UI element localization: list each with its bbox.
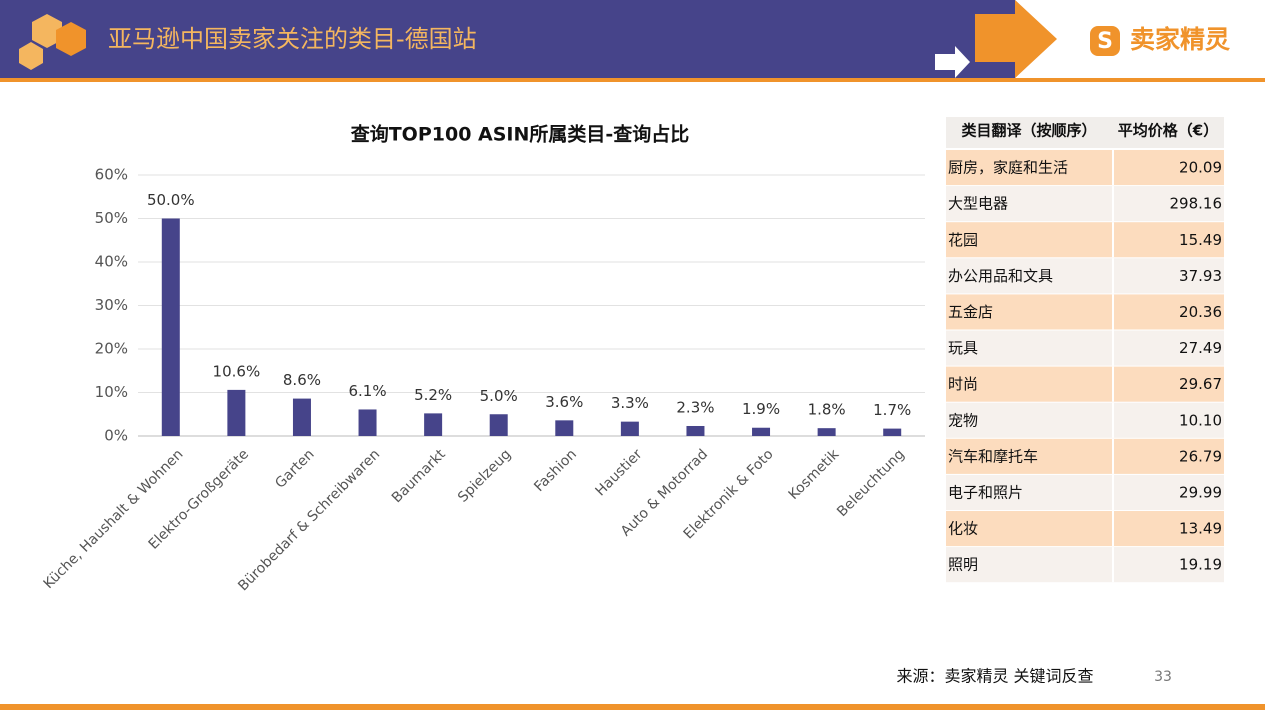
value-label: 1.8%: [808, 401, 846, 419]
bar: [161, 218, 180, 436]
bar: [686, 425, 705, 436]
table-row-bg: [946, 294, 1224, 330]
footer-line: [0, 704, 1265, 710]
table-header: 平均价格（€）: [1118, 122, 1218, 140]
table-row-bg: [946, 222, 1224, 258]
table-cell: 办公用品和文具: [948, 267, 1053, 285]
table-row-bg: [946, 438, 1224, 474]
table-cell: 厨房，家庭和生活: [948, 159, 1068, 177]
bar: [358, 409, 377, 436]
value-label: 3.3%: [611, 394, 649, 412]
table-cell: 27.49: [1179, 339, 1222, 357]
value-label: 3.6%: [545, 393, 583, 411]
table-cell: 37.93: [1179, 267, 1222, 285]
table-header-bg: [946, 117, 1224, 148]
hexagon: [32, 14, 62, 48]
bar: [883, 428, 902, 436]
table-row-bg: [946, 150, 1224, 186]
table-row-bg: [946, 330, 1224, 366]
logo-icon: [1090, 26, 1120, 56]
value-label: 5.2%: [414, 386, 452, 404]
table-cell: 26.79: [1179, 447, 1222, 465]
logo-mark: S: [1097, 29, 1113, 54]
y-tick-label: 10%: [95, 383, 128, 401]
chart-title: 查询TOP100 ASIN所属类目-查询占比: [350, 123, 690, 146]
table-header: 类目翻译（按顺序）: [961, 122, 1096, 140]
x-tick-label: Bürobedarf & Schreibwaren: [235, 446, 383, 594]
x-tick-label: Fashion: [531, 446, 580, 495]
value-label: 6.1%: [348, 382, 386, 400]
table-cell: 电子和照片: [948, 483, 1023, 501]
x-tick-label: Baumarkt: [389, 446, 449, 506]
x-tick-label: Beleuchtung: [834, 446, 908, 520]
value-label: 1.9%: [742, 400, 780, 418]
table-cell: 298.16: [1170, 195, 1223, 213]
value-label: 10.6%: [213, 362, 261, 380]
table-cell: 大型电器: [948, 195, 1008, 213]
table-cell: 10.10: [1179, 411, 1222, 429]
bar: [620, 421, 639, 436]
table-cell: 汽车和摩托车: [948, 447, 1038, 465]
y-tick-label: 50%: [95, 209, 128, 227]
x-tick-label: Kosmetik: [786, 446, 843, 503]
header-line: [0, 78, 1265, 82]
table-row-bg: [946, 366, 1224, 402]
table-cell: 29.99: [1179, 483, 1222, 501]
header-right: [1015, 0, 1265, 78]
table-cell: 20.09: [1179, 159, 1222, 177]
table-cell: 照明: [948, 556, 978, 574]
value-label: 2.3%: [676, 398, 714, 416]
table-row-bg: [946, 258, 1224, 294]
table-row-bg: [946, 511, 1224, 547]
y-tick-label: 40%: [95, 253, 128, 271]
header-arrow: [975, 0, 1057, 78]
table-row-bg: [946, 186, 1224, 222]
x-tick-label: Haustier: [592, 446, 645, 499]
value-label: 50.0%: [147, 191, 195, 209]
logo-text: 卖家精灵: [1130, 25, 1230, 54]
x-tick-label: Küche, Haushalt & Wohnen: [41, 446, 187, 592]
source: 来源：卖家精灵 关键词反查: [896, 667, 1093, 686]
table-cell: 13.49: [1179, 520, 1222, 538]
table-cell: 15.49: [1179, 231, 1222, 249]
x-tick-label: Garten: [272, 446, 317, 491]
hexagon: [56, 22, 86, 56]
table-cell: 玩具: [948, 339, 978, 357]
table-cell: 时尚: [948, 375, 978, 393]
bar: [424, 413, 443, 436]
y-tick-label: 0%: [104, 427, 128, 445]
value-label: 5.0%: [480, 387, 518, 405]
value-label: 1.7%: [873, 401, 911, 419]
bar: [752, 427, 771, 436]
bar: [555, 420, 574, 436]
table-row-bg: [946, 474, 1224, 510]
table-cell: 19.19: [1179, 556, 1222, 574]
hexagon: [19, 42, 43, 70]
bar: [292, 398, 311, 436]
table-cell: 花园: [948, 231, 978, 249]
bar: [227, 389, 246, 436]
table-row-bg: [946, 547, 1224, 583]
x-tick-label: Spielzeug: [455, 446, 514, 505]
header-title: 亚马逊中国卖家关注的类目-德国站: [108, 25, 477, 53]
table-row-bg: [946, 402, 1224, 438]
bar: [489, 414, 508, 436]
table-cell: 29.67: [1179, 375, 1222, 393]
value-label: 8.6%: [283, 371, 321, 389]
table-cell: 五金店: [948, 303, 993, 321]
y-tick-label: 30%: [95, 296, 128, 314]
table-cell: 20.36: [1179, 303, 1222, 321]
table-cell: 化妆: [948, 520, 978, 538]
y-tick-label: 20%: [95, 340, 128, 358]
bar: [817, 428, 836, 436]
page-number: 33: [1154, 669, 1172, 685]
y-tick-label: 60%: [95, 166, 128, 184]
small-arrow: [935, 46, 970, 78]
table-cell: 宠物: [948, 411, 978, 429]
